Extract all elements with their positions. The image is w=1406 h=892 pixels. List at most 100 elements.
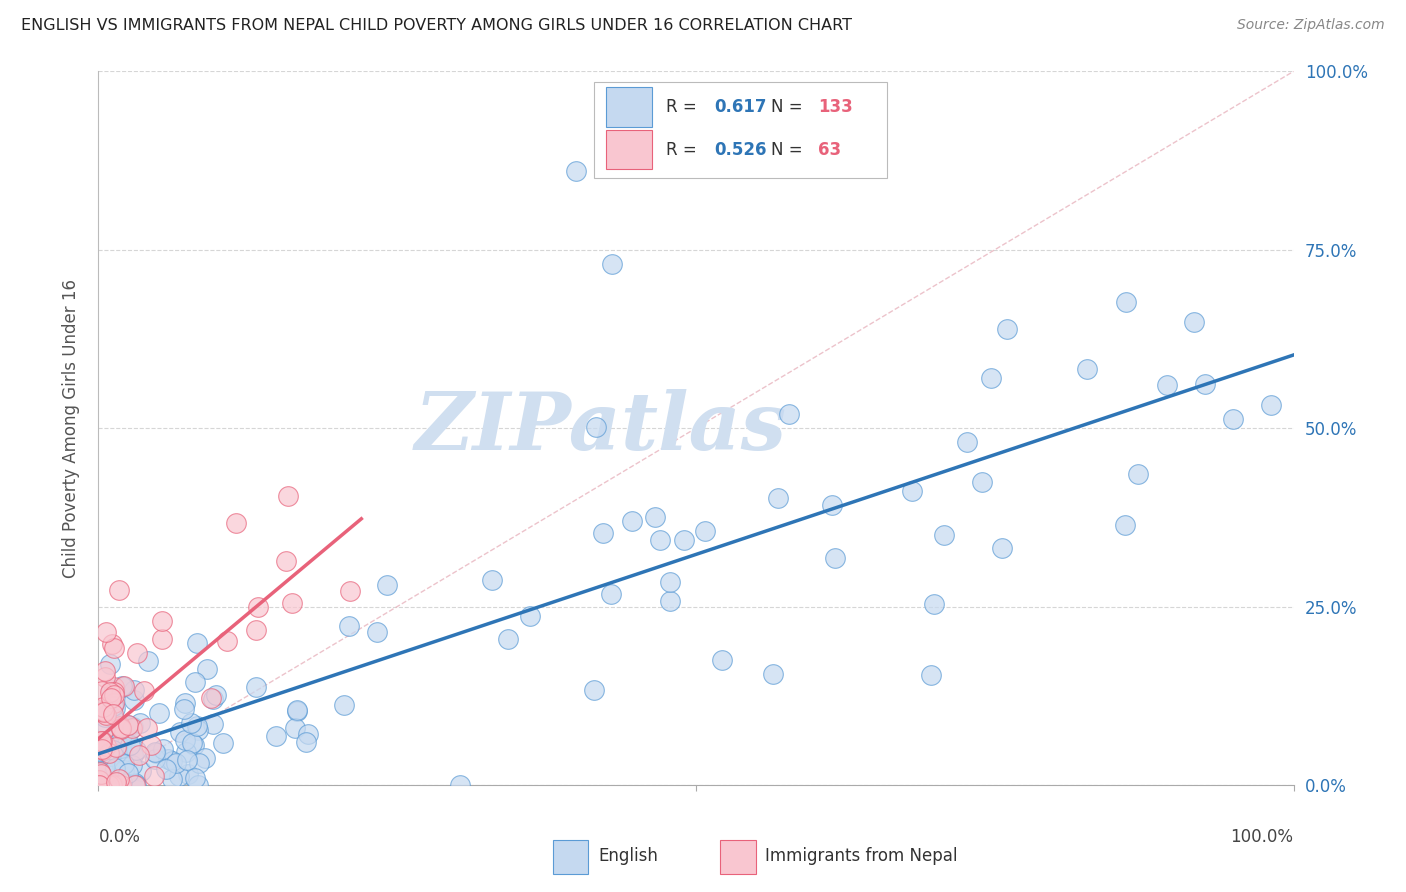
Point xyxy=(100,703,122,717)
Point xyxy=(100,743,122,757)
Point xyxy=(90,740,112,755)
Point xyxy=(337,619,360,633)
Point xyxy=(194,751,217,765)
Point xyxy=(112,679,135,693)
Text: N =: N = xyxy=(772,98,808,116)
Point xyxy=(284,721,307,735)
Point xyxy=(90,744,112,758)
Point xyxy=(98,685,121,699)
Point xyxy=(103,688,125,702)
Point xyxy=(97,746,120,760)
Point xyxy=(90,684,112,698)
Point xyxy=(247,599,270,614)
Point xyxy=(152,742,174,756)
Point xyxy=(96,778,118,792)
Text: 0.526: 0.526 xyxy=(714,141,766,159)
Point xyxy=(100,683,122,698)
Point xyxy=(650,533,672,548)
Point xyxy=(821,499,844,513)
Point xyxy=(498,632,520,646)
Point xyxy=(111,680,134,694)
Point xyxy=(143,746,166,760)
Point xyxy=(519,608,541,623)
Point xyxy=(87,778,110,792)
Point xyxy=(176,767,198,781)
Point xyxy=(87,743,110,757)
Point xyxy=(621,514,644,528)
Point xyxy=(920,667,942,681)
Point xyxy=(87,772,110,787)
Point xyxy=(659,575,682,590)
Point xyxy=(156,752,179,766)
Point xyxy=(89,765,111,780)
Point xyxy=(1260,398,1282,412)
Point xyxy=(778,407,800,421)
Point xyxy=(104,761,127,775)
Point xyxy=(94,625,117,640)
Point xyxy=(145,747,167,761)
Point xyxy=(1128,467,1150,481)
Point xyxy=(87,768,110,782)
Point xyxy=(125,743,148,757)
Point xyxy=(117,718,139,732)
Point xyxy=(184,772,207,786)
Point xyxy=(995,322,1018,336)
Text: ENGLISH VS IMMIGRANTS FROM NEPAL CHILD POVERTY AMONG GIRLS UNDER 16 CORRELATION : ENGLISH VS IMMIGRANTS FROM NEPAL CHILD P… xyxy=(21,18,852,33)
Point xyxy=(111,746,134,760)
Point xyxy=(93,704,115,718)
Point xyxy=(297,727,319,741)
Point xyxy=(105,739,128,754)
Point xyxy=(96,720,118,734)
Point xyxy=(592,526,614,541)
Text: 133: 133 xyxy=(818,98,852,116)
Point xyxy=(169,724,191,739)
Point xyxy=(932,528,955,542)
Point xyxy=(187,756,209,770)
Point xyxy=(339,583,361,598)
Point xyxy=(217,633,239,648)
Point xyxy=(174,733,197,747)
Point xyxy=(711,653,734,667)
Point xyxy=(197,662,219,676)
Point xyxy=(565,164,588,178)
Point xyxy=(90,733,112,747)
Point xyxy=(824,551,846,566)
Bar xyxy=(553,840,589,874)
Point xyxy=(122,692,145,706)
Point xyxy=(658,594,681,608)
Point xyxy=(100,691,122,706)
Point xyxy=(186,636,208,650)
Text: 0.0%: 0.0% xyxy=(98,828,141,846)
Point xyxy=(285,702,308,716)
Point xyxy=(150,615,173,629)
Point xyxy=(167,768,190,782)
Text: N =: N = xyxy=(772,141,808,159)
Point xyxy=(89,778,111,792)
Point xyxy=(281,596,304,610)
Point xyxy=(135,721,157,735)
Bar xyxy=(606,130,652,169)
Point xyxy=(955,434,977,449)
Point xyxy=(274,554,297,568)
Point xyxy=(117,765,139,780)
Point xyxy=(111,729,134,743)
Point xyxy=(87,778,110,792)
Point xyxy=(94,721,117,735)
Point xyxy=(1156,377,1178,392)
Point xyxy=(117,720,139,734)
Point xyxy=(165,756,187,771)
Point xyxy=(103,684,125,698)
Point xyxy=(93,764,115,779)
Point xyxy=(103,640,125,655)
Point xyxy=(97,733,120,747)
Point xyxy=(125,646,148,660)
Point xyxy=(644,509,666,524)
Point xyxy=(94,739,117,754)
Text: 0.617: 0.617 xyxy=(714,98,766,116)
Point xyxy=(110,740,132,755)
Point xyxy=(103,711,125,725)
Point xyxy=(101,699,124,714)
Point xyxy=(174,696,197,710)
Text: 63: 63 xyxy=(818,141,841,159)
Point xyxy=(295,735,318,749)
